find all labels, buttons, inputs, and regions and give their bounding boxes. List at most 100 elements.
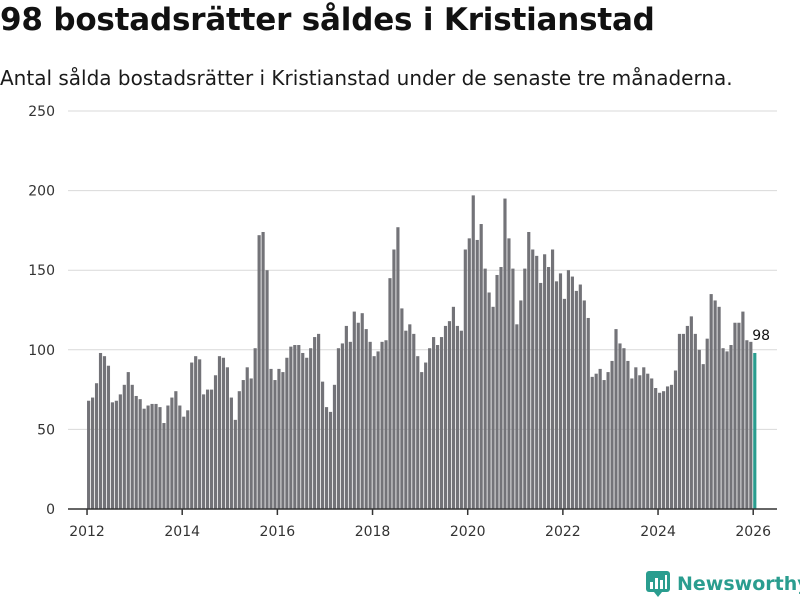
bar-highlight	[753, 352, 757, 509]
bar	[650, 378, 654, 509]
bar	[721, 348, 725, 509]
bar	[685, 325, 689, 509]
y-tick-label: 100	[28, 343, 55, 359]
y-tick-label: 200	[28, 184, 55, 200]
bar	[348, 341, 352, 509]
bar	[138, 399, 142, 509]
bar	[396, 227, 400, 509]
bar	[479, 224, 483, 509]
bar	[725, 351, 729, 509]
bar	[249, 378, 253, 509]
bar	[114, 400, 118, 509]
bar	[503, 198, 507, 509]
bar	[332, 384, 337, 509]
x-tick-label: 2014	[164, 524, 200, 540]
bar	[749, 341, 753, 509]
chart-subtitle: Antal sålda bostadsrätter i Kristianstad…	[0, 66, 733, 90]
bar	[285, 357, 289, 509]
bar	[98, 352, 103, 509]
bar	[273, 380, 277, 509]
bar	[229, 397, 233, 509]
bar	[594, 373, 598, 509]
newsworthy-logo-icon	[646, 571, 670, 597]
newsworthy-brand[interactable]: Newsworthy	[645, 570, 800, 598]
bar	[439, 337, 444, 509]
bar	[154, 403, 158, 509]
bar	[467, 238, 471, 510]
bar	[424, 362, 428, 509]
bar	[392, 249, 396, 509]
bar	[324, 407, 329, 509]
bar	[447, 321, 452, 509]
bar	[178, 405, 182, 509]
bar	[277, 368, 281, 509]
bar	[539, 282, 543, 509]
highlight-label: 98	[752, 328, 770, 344]
bar	[697, 349, 701, 509]
bar	[677, 333, 682, 509]
bar	[328, 411, 333, 509]
bar	[289, 346, 293, 509]
bar	[662, 391, 666, 509]
bar	[380, 341, 384, 509]
annotations: 98	[752, 328, 770, 344]
bar	[483, 268, 487, 509]
bar	[586, 317, 590, 509]
bar	[610, 360, 614, 509]
bar	[574, 290, 578, 509]
bar	[106, 365, 111, 509]
bar	[225, 367, 229, 509]
bar	[340, 343, 344, 509]
bar	[130, 384, 134, 509]
bar	[372, 356, 376, 509]
y-tick-label: 150	[28, 263, 55, 279]
bar	[265, 270, 269, 509]
bar	[475, 239, 479, 509]
bar	[241, 380, 245, 509]
y-tick-label: 0	[46, 502, 55, 518]
x-tick-label: 2018	[355, 524, 391, 540]
bar	[305, 357, 309, 509]
bar	[701, 364, 705, 509]
bar	[170, 397, 174, 509]
bar	[388, 278, 392, 509]
bar	[638, 375, 642, 509]
bar	[261, 231, 265, 510]
x-tick-label: 2012	[69, 524, 105, 540]
x-tick-label: 2024	[640, 524, 676, 540]
bar	[297, 345, 301, 509]
bar	[590, 376, 594, 509]
bar	[320, 381, 325, 509]
bar	[463, 249, 467, 509]
bar	[455, 325, 459, 509]
bar	[142, 408, 146, 509]
bar	[566, 270, 571, 509]
bar	[745, 340, 749, 509]
bar	[570, 276, 574, 509]
bar	[614, 329, 618, 509]
bar	[360, 313, 364, 509]
bar	[202, 394, 206, 509]
bar	[309, 348, 313, 509]
bar	[91, 397, 95, 509]
bar	[741, 311, 745, 509]
bar	[733, 322, 737, 509]
bar	[523, 268, 527, 509]
bar	[550, 249, 555, 509]
bar	[126, 372, 130, 509]
bar	[713, 300, 717, 509]
bar	[531, 249, 535, 509]
bar	[606, 372, 610, 509]
bar	[313, 337, 317, 509]
brand-name: Newsworthy	[677, 573, 800, 595]
axes: 0 50 100 150 200 250 2012 2014 2016 2018 2020 2022 2…	[28, 104, 777, 540]
bar	[293, 345, 297, 509]
bar	[376, 351, 380, 509]
bar	[709, 294, 713, 509]
bar	[443, 325, 448, 509]
bar	[420, 372, 424, 509]
bar	[257, 235, 261, 509]
bar	[451, 306, 456, 509]
bar	[336, 348, 341, 509]
